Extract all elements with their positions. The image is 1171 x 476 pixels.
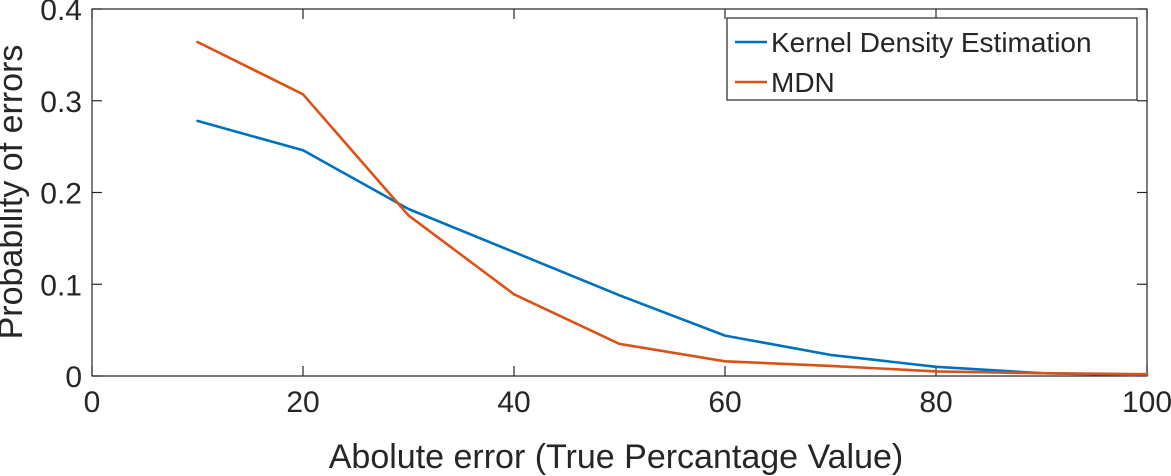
y-tick-label: 0.3 xyxy=(40,86,82,119)
x-axis-ticks: 0 20 40 60 80 100 xyxy=(84,9,1171,419)
legend: Kernel Density Estimation MDN xyxy=(726,17,1138,101)
y-tick-label: 0.2 xyxy=(40,178,82,211)
x-axis-label: Abolute error (True Percantage Value) xyxy=(329,438,904,476)
series-group xyxy=(196,40,1149,377)
series-line-mdn xyxy=(196,40,1149,376)
x-tick-label: 0 xyxy=(84,386,101,419)
y-tick-label: 0 xyxy=(65,361,82,394)
y-tick-label: 0.4 xyxy=(40,0,82,27)
series-line-kernel-density-estimation xyxy=(196,119,1149,377)
y-axis-ticks: 0 0.1 0.2 0.3 0.4 xyxy=(40,0,1147,394)
legend-box xyxy=(726,17,1138,101)
x-tick-label: 60 xyxy=(708,386,741,419)
y-tick-label: 0.1 xyxy=(40,269,82,302)
x-tick-label: 20 xyxy=(286,386,319,419)
legend-label: Kernel Density Estimation xyxy=(771,27,1092,58)
x-tick-label: 100 xyxy=(1122,386,1171,419)
x-tick-label: 40 xyxy=(497,386,530,419)
y-axis-label: Probability of errors xyxy=(0,45,30,340)
legend-label: MDN xyxy=(771,67,835,98)
x-tick-label: 80 xyxy=(919,386,952,419)
